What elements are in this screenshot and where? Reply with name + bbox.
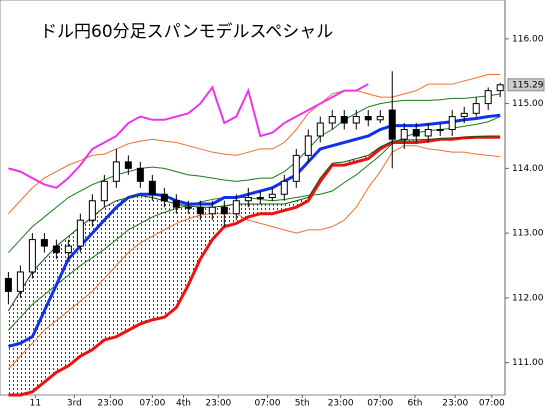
candle-body (340, 116, 348, 124)
candle-body (64, 245, 72, 254)
x-tick-label: 23:00 (328, 399, 354, 409)
candle-body (256, 197, 264, 199)
x-tick-label: 6th (408, 399, 423, 409)
candle-body (364, 116, 372, 121)
candle-body (292, 154, 300, 182)
x-tick-label: 11 (30, 399, 41, 409)
candle-body (496, 84, 504, 92)
candle-body (460, 112, 468, 118)
x-tick-label: 23:00 (442, 399, 468, 409)
last-price-label: 115.29 (512, 80, 544, 90)
candle-body (4, 277, 12, 292)
indicator-line (8, 73, 501, 215)
candle-body (112, 161, 120, 182)
candle-body (196, 206, 204, 215)
x-tick-label: 4th (176, 399, 191, 409)
candle-body (316, 122, 324, 137)
candle-body (352, 116, 360, 124)
x-tick-label: 07:00 (479, 399, 505, 409)
cloud (8, 135, 501, 395)
candle-body (328, 116, 336, 124)
y-tick-label: 115.00 (512, 99, 544, 109)
x-tick-label: 07:00 (139, 399, 165, 409)
candle-body (436, 129, 444, 132)
candle-body (244, 197, 252, 202)
indicator-line (8, 83, 369, 189)
candle-body (472, 103, 480, 114)
candle-body (304, 135, 312, 156)
indicator-line (8, 113, 501, 348)
candle-body (16, 271, 24, 292)
candle-body (400, 129, 408, 140)
indicator-line (8, 145, 501, 370)
candle-body (88, 200, 96, 221)
candle-body (124, 161, 132, 169)
candle-body (28, 239, 36, 273)
y-tick-label: 116.00 (512, 34, 544, 44)
candle-body (232, 200, 240, 215)
x-tick-label: 23:00 (97, 399, 123, 409)
candle-body (268, 193, 276, 199)
x-tick-label: 5th (295, 399, 310, 409)
candle-body (184, 206, 192, 209)
candle-body (52, 245, 60, 254)
candle-body (76, 219, 84, 247)
candle-body (220, 206, 228, 215)
indicator-line (8, 135, 501, 397)
x-tick-label: 07:00 (367, 399, 393, 409)
y-tick-label: 114.00 (512, 164, 544, 174)
candle-body (424, 129, 432, 137)
x-tick-label: 3rd (67, 399, 82, 409)
candle-body (448, 116, 456, 131)
x-tick-label: 23:00 (205, 399, 231, 409)
candle-body (100, 180, 108, 202)
candle-body (388, 109, 396, 140)
x-tick-label: 07:00 (255, 399, 281, 409)
candle-body (208, 206, 216, 215)
candle-body (136, 167, 144, 182)
y-tick-label: 113.00 (512, 229, 544, 239)
y-tick-label: 111.00 (512, 358, 544, 368)
indicator-line (8, 93, 501, 253)
candle-body (280, 180, 288, 195)
candle-body (148, 180, 156, 195)
candle-body (412, 129, 420, 137)
y-tick-label: 112.00 (512, 293, 544, 303)
chart-title: ドル円60分足スパンモデルスペシャル (40, 21, 333, 42)
candle-body (484, 90, 492, 105)
last-price-box (507, 78, 545, 92)
candle-body (40, 239, 48, 247)
candle-body (376, 116, 384, 121)
candle-body (160, 193, 168, 202)
candle-body (172, 200, 180, 208)
